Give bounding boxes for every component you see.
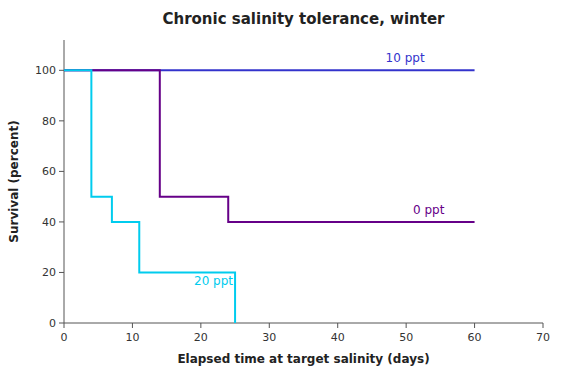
y-tick-label: 40 xyxy=(42,216,56,229)
y-tick xyxy=(59,171,64,172)
y-tick xyxy=(59,120,64,121)
x-tick xyxy=(543,323,544,328)
x-tick xyxy=(406,323,407,328)
x-tick-label: 10 xyxy=(125,331,139,344)
x-axis-line xyxy=(64,323,543,324)
annotation: 0 ppt xyxy=(413,203,445,217)
x-tick xyxy=(132,323,133,328)
x-tick-label: 30 xyxy=(262,331,276,344)
chart-container: Chronic salinity tolerance, winter 0 10 20 3… xyxy=(0,0,561,375)
x-tick-label: 60 xyxy=(468,331,482,344)
x-tick xyxy=(269,323,270,328)
x-tick xyxy=(200,323,201,328)
plot-area xyxy=(64,70,475,323)
annotation: 20 ppt xyxy=(194,274,233,288)
y-tick-label: 80 xyxy=(42,115,56,128)
x-tick xyxy=(474,323,475,328)
y-axis-line xyxy=(64,40,65,323)
y-tick xyxy=(59,70,64,71)
y-tick xyxy=(59,272,64,273)
x-axis-label: Elapsed time at target salinity (days) xyxy=(177,352,429,366)
y-tick xyxy=(59,221,64,222)
series-line xyxy=(64,70,475,222)
y-tick-label: 60 xyxy=(42,165,56,178)
y-tick-label: 100 xyxy=(35,64,56,77)
annotation: 10 ppt xyxy=(386,51,425,65)
series-line xyxy=(64,70,235,323)
x-tick-label: 20 xyxy=(194,331,208,344)
y-tick xyxy=(59,323,64,324)
chart-svg: Chronic salinity tolerance, winter 0 10 20 3… xyxy=(0,0,561,375)
y-tick-label: 20 xyxy=(42,266,56,279)
title: Chronic salinity tolerance, winter xyxy=(162,10,445,28)
x-tick xyxy=(337,323,338,328)
x-tick-label: 0 xyxy=(61,331,68,344)
y-tick-label: 0 xyxy=(49,317,56,330)
x-tick-label: 70 xyxy=(536,331,550,344)
x-tick-label: 40 xyxy=(331,331,345,344)
x-tick xyxy=(64,323,65,328)
x-tick-label: 50 xyxy=(399,331,413,344)
y-axis-label: Survival (percent) xyxy=(7,120,21,242)
